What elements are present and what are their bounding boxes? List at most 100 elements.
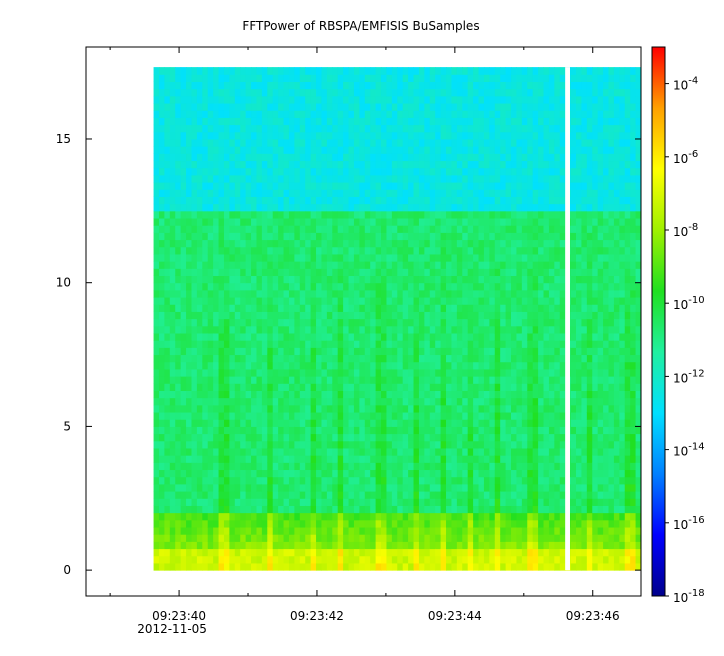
spectrogram-cell <box>316 390 322 399</box>
spectrogram-cell <box>435 268 442 277</box>
spectrogram-cell <box>234 246 241 255</box>
spectrogram-cell <box>359 311 366 320</box>
spectrogram-cell <box>489 88 496 97</box>
spectrogram-cell <box>180 433 187 442</box>
spectrogram-cell <box>326 160 333 169</box>
spectrogram-cell <box>408 153 415 162</box>
spectrogram-cell <box>467 117 474 126</box>
spectrogram-cell <box>408 117 415 126</box>
spectrogram-cell <box>451 282 458 291</box>
spectrogram-cell <box>456 498 463 506</box>
spectrogram-cell <box>516 512 523 521</box>
spectrogram-cell <box>473 232 480 241</box>
spectrogram-cell <box>500 138 507 147</box>
spectrogram-cell <box>511 246 517 255</box>
spectrogram-cell <box>527 548 534 557</box>
spectrogram-cell <box>337 325 344 334</box>
spectrogram-cell <box>164 95 171 104</box>
spectrogram-cell <box>186 527 192 535</box>
spectrogram-cell <box>446 534 452 542</box>
spectrogram-cell <box>359 189 366 197</box>
spectrogram-cell <box>408 455 415 463</box>
spectrogram-cell <box>359 182 366 190</box>
spectrogram-cell <box>386 275 393 284</box>
spectrogram-cell <box>435 110 442 118</box>
spectrogram-cell <box>229 268 236 277</box>
spectrogram-cell <box>310 462 317 471</box>
spectrogram-cell <box>272 81 279 90</box>
spectrogram-cell <box>456 419 463 427</box>
spectrogram-cell <box>229 297 236 305</box>
spectrogram-cell <box>494 541 501 550</box>
spectrogram-cell <box>234 124 241 133</box>
spectrogram-cell <box>251 541 257 550</box>
spectrogram-cell <box>456 182 463 190</box>
spectrogram-cell <box>478 146 485 154</box>
spectrogram-cell <box>158 239 165 248</box>
spectrogram-cell <box>364 318 371 327</box>
spectrogram-cell <box>283 232 290 241</box>
spectrogram-cell <box>516 67 523 75</box>
spectrogram-cell <box>196 483 203 492</box>
spectrogram-cell <box>278 519 285 528</box>
spectrogram-cell <box>337 541 344 550</box>
spectrogram-cell <box>196 304 203 312</box>
spectrogram-cell <box>521 354 528 363</box>
spectrogram-cell <box>218 138 225 147</box>
spectrogram-cell <box>213 95 220 104</box>
spectrogram-cell <box>451 174 458 183</box>
spectrogram-cell <box>391 512 398 521</box>
spectrogram-cell <box>386 361 393 370</box>
spectrogram-cell <box>240 138 247 147</box>
spectrogram-cell <box>353 311 360 320</box>
spectrogram-cell <box>489 268 496 277</box>
spectrogram-cell <box>321 268 328 277</box>
spectrogram-cell <box>516 368 523 377</box>
spectrogram-cell <box>456 95 463 104</box>
spectrogram-cell <box>261 404 268 413</box>
spectrogram-cell <box>386 138 393 147</box>
spectrogram-cell <box>489 505 496 514</box>
spectrogram-cell <box>370 304 377 312</box>
spectrogram-cell <box>494 261 501 269</box>
spectrogram-cell <box>494 440 501 449</box>
spectrogram-cell <box>402 397 409 406</box>
spectrogram-cell <box>223 534 230 542</box>
spectrogram-cell <box>196 333 203 341</box>
spectrogram-cell <box>169 512 176 521</box>
spectrogram-cell <box>353 505 360 514</box>
spectrogram-cell <box>478 340 485 348</box>
spectrogram-cell <box>207 239 214 248</box>
spectrogram-cell <box>240 131 247 140</box>
spectrogram-cell <box>521 117 528 126</box>
spectrogram-cell <box>180 268 187 277</box>
spectrogram-cell <box>413 368 420 377</box>
spectrogram-cell <box>294 333 301 341</box>
spectrogram-cell <box>202 447 209 456</box>
spectrogram-cell <box>413 289 420 298</box>
spectrogram-cell <box>473 67 480 75</box>
spectrogram-cell <box>408 289 415 298</box>
spectrogram-cell <box>435 261 442 269</box>
spectrogram-cell <box>153 376 160 384</box>
spectrogram-cell <box>489 196 496 205</box>
spectrogram-cell <box>521 390 528 399</box>
spectrogram-cell <box>267 347 274 356</box>
spectrogram-cell <box>229 333 236 341</box>
spectrogram-cell <box>321 239 328 248</box>
spectrogram-cell <box>516 555 523 564</box>
spectrogram-cell <box>364 289 371 298</box>
spectrogram-cell <box>207 512 214 521</box>
spectrogram-cell <box>532 562 539 571</box>
spectrogram-cell <box>310 210 317 219</box>
spectrogram-cell <box>310 268 317 277</box>
spectrogram-cell <box>359 440 366 449</box>
spectrogram-cell <box>164 174 171 183</box>
spectrogram-cell <box>186 146 192 154</box>
spectrogram-cell <box>418 455 425 463</box>
spectrogram-cell <box>218 555 225 564</box>
spectrogram-cell <box>527 196 534 205</box>
spectrogram-cell <box>473 225 480 233</box>
spectrogram-cell <box>446 469 452 478</box>
spectrogram-cell <box>337 253 344 262</box>
